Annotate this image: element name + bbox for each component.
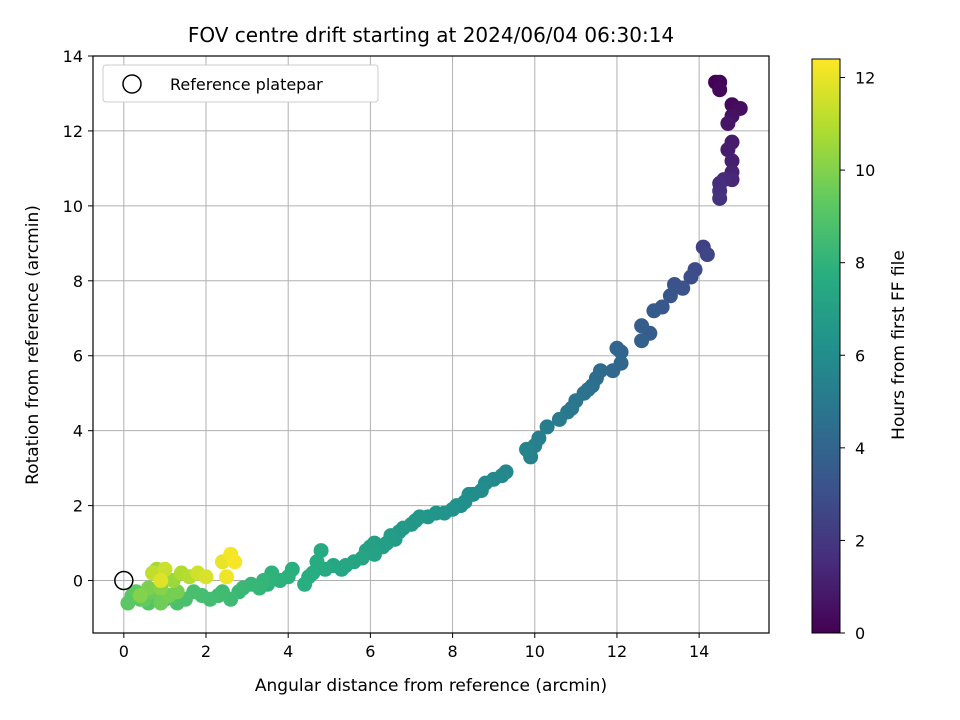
x-tick-label: 4 [283, 642, 293, 661]
data-point [609, 340, 625, 356]
colorbar: 0 2 4 6 8 10 12 Hours from first FF file [811, 58, 909, 643]
x-axis-ticks: 0 2 4 6 8 10 12 14 [119, 633, 709, 661]
legend-marker [122, 74, 142, 94]
colorbar-label: Hours from first FF file [889, 250, 909, 440]
colorbar-tick-label: 8 [855, 254, 865, 273]
y-tick-label: 4 [73, 422, 83, 441]
data-point [219, 569, 235, 585]
y-axis-ticks: 0 2 4 6 8 10 12 14 [63, 47, 93, 591]
data-point [132, 588, 148, 604]
data-point [366, 546, 382, 562]
data-point [551, 411, 567, 427]
y-axis-label: Rotation from reference (arcmin) [23, 205, 43, 485]
colorbar-tick-label: 2 [855, 531, 865, 550]
data-point [153, 573, 169, 589]
y-tick-label: 6 [73, 347, 83, 366]
y-tick-label: 14 [63, 47, 83, 66]
colorbar-tick-label: 4 [855, 439, 865, 458]
colorbar-tick-label: 6 [855, 346, 865, 365]
chart-title: FOV centre drift starting at 2024/06/04 … [188, 23, 674, 47]
data-point [724, 153, 740, 169]
data-point [539, 419, 555, 435]
legend: Reference platepar [102, 64, 379, 103]
data-point [699, 247, 715, 263]
data-point [683, 269, 699, 285]
x-axis-label: Angular distance from reference (arcmin) [255, 676, 607, 696]
data-point [634, 318, 650, 334]
data-point [120, 595, 136, 611]
plot-frame [92, 55, 770, 634]
y-tick-label: 12 [63, 122, 83, 141]
colorbar-tick-label: 0 [855, 624, 865, 643]
data-point [712, 82, 728, 98]
legend-box [102, 64, 379, 103]
data-point [605, 363, 621, 379]
legend-entry: Reference platepar [170, 75, 323, 94]
colorbar-tick-label: 10 [855, 161, 875, 180]
data-point [662, 288, 678, 304]
data-point [519, 441, 535, 457]
x-tick-label: 12 [607, 642, 627, 661]
grid [93, 55, 769, 633]
x-tick-label: 0 [119, 642, 129, 661]
colorbar-ticks: 0 2 4 6 8 10 12 [840, 69, 875, 643]
x-tick-label: 10 [525, 642, 545, 661]
reference-marker [114, 570, 134, 591]
data-point [634, 333, 650, 349]
colorbar-gradient [811, 58, 841, 634]
x-tick-label: 14 [689, 642, 709, 661]
data-point [712, 190, 728, 206]
data-point [720, 115, 736, 131]
data-point [227, 554, 243, 570]
y-tick-label: 2 [73, 497, 83, 516]
data-points [120, 74, 748, 611]
x-tick-label: 6 [365, 642, 375, 661]
x-tick-label: 8 [447, 642, 457, 661]
data-point [198, 569, 214, 585]
x-tick-label: 2 [201, 642, 211, 661]
y-tick-label: 0 [73, 572, 83, 591]
y-tick-label: 10 [63, 197, 83, 216]
y-tick-label: 8 [73, 272, 83, 291]
colorbar-tick-label: 12 [855, 69, 875, 88]
data-point [297, 576, 313, 592]
data-point [646, 303, 662, 319]
